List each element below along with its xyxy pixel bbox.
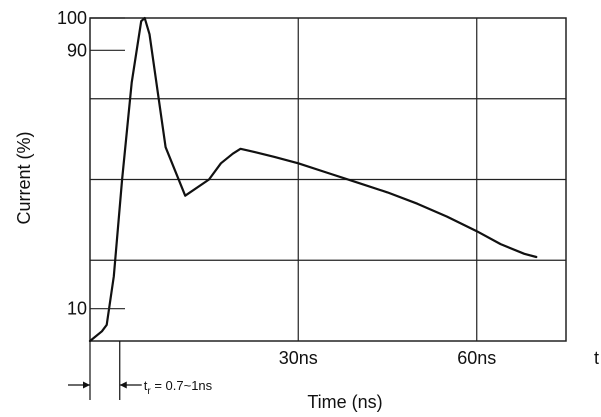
grid	[89, 17, 567, 342]
rise-time-symbol: t	[144, 378, 148, 393]
y-tick-label: 100	[57, 8, 87, 28]
rise-time-annotation: tr = 0.7~1ns	[68, 341, 213, 400]
series-layer	[88, 16, 538, 343]
y-tick-label: 10	[67, 299, 87, 319]
annotation-arrowhead-right	[119, 381, 127, 389]
x-tick-label: 60ns	[457, 348, 496, 368]
x-tick-label: 30ns	[279, 348, 318, 368]
series-line	[88, 16, 538, 343]
y-axis-label: Current (%)	[14, 131, 34, 224]
y-tick-label: 90	[67, 40, 87, 60]
x-axis-label: Time (ns)	[307, 392, 382, 412]
rise-time-subscript: r	[147, 386, 151, 397]
rise-time-value: = 0.7~1ns	[151, 378, 213, 393]
annotation-arrowhead-left	[83, 381, 90, 389]
rise-time-label: tr = 0.7~1ns	[144, 378, 213, 397]
tick-labels: 100 90 10 30ns 60ns	[57, 8, 496, 368]
x-axis-end-label: t	[594, 348, 599, 368]
